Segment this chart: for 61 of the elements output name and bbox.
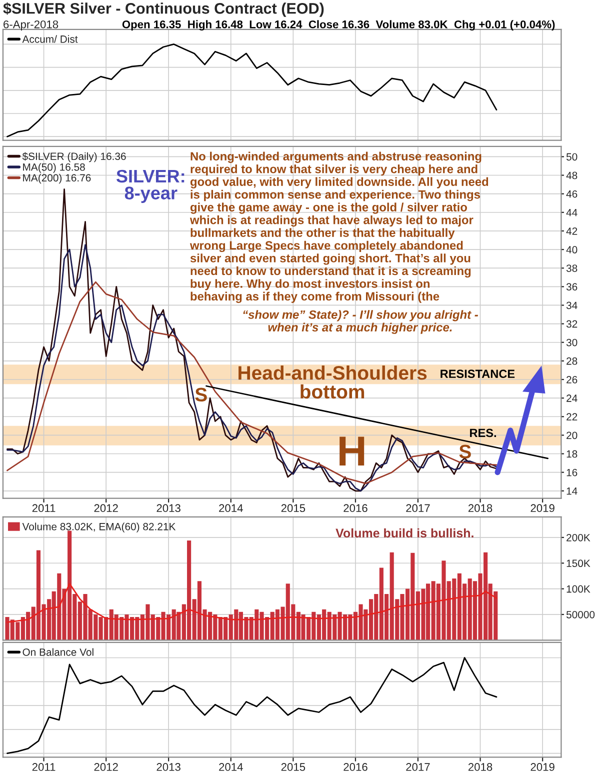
annotation: RESISTANCE bbox=[440, 370, 515, 378]
y-tick-label: 100K bbox=[566, 585, 590, 593]
annotation: Head-and-Shoulders bottom bbox=[238, 365, 427, 399]
chart-title: $SILVER Silver - Continuous Contract (EOD) bbox=[3, 2, 324, 17]
x-tick-label: 2016 bbox=[344, 763, 368, 771]
chart-subtitle: 6-Apr-2018 bbox=[4, 20, 58, 31]
annotation: RES. bbox=[470, 428, 496, 438]
x-tick-label: 2011 bbox=[32, 504, 56, 512]
y-tick-label: 20 bbox=[566, 432, 578, 440]
y-tick-label: 36 bbox=[566, 283, 578, 291]
x-tick-label: 2011 bbox=[32, 763, 56, 771]
y-tick-label: 28 bbox=[566, 357, 578, 365]
y-tick-label: 30 bbox=[566, 338, 578, 346]
x-tick-label: 2019 bbox=[530, 504, 554, 512]
line-series bbox=[6, 582, 498, 623]
legend-label: Accum/ Dist bbox=[22, 35, 78, 43]
x-tick-label: 2017 bbox=[406, 763, 430, 771]
x-tick-label: 2014 bbox=[219, 504, 243, 512]
legend-label: $SILVER (Daily) 16.36 bbox=[22, 152, 126, 162]
y-tick-label: 48 bbox=[566, 172, 578, 180]
y-tick-label: 150K bbox=[566, 560, 590, 568]
x-tick-label: 2014 bbox=[219, 763, 243, 771]
annotation: S bbox=[459, 444, 471, 459]
y-tick-label: 32 bbox=[566, 320, 578, 328]
y-tick-label: 34 bbox=[566, 302, 578, 310]
annotation: “show me” State)? - I’ll show you alright - when it’s at a much higher price. bbox=[243, 310, 478, 334]
x-tick-label: 2012 bbox=[94, 504, 118, 512]
y-tick-label: 24 bbox=[566, 394, 578, 402]
x-tick-label: 2012 bbox=[94, 763, 118, 771]
y-tick-label: 18 bbox=[566, 450, 578, 458]
y-tick-label: 50000 bbox=[566, 610, 595, 618]
y-tick-label: 22 bbox=[566, 413, 578, 420]
y-tick-label: 40 bbox=[566, 246, 578, 254]
annotation: SILVER: 8-year bbox=[116, 170, 184, 204]
text: Open 16.35 High 16.48 Low 16.24 Close 16.36 Volume 83.0K Chg +0.01 (+0.04%) bbox=[122, 20, 555, 31]
x-tick-label: 2013 bbox=[156, 504, 180, 512]
y-tick-label: 14 bbox=[566, 488, 578, 495]
legend-label: MA(50) 16.58 bbox=[23, 163, 85, 173]
legend-label: Volume 83.02K, EMA(60) 82.21K bbox=[22, 522, 176, 532]
y-tick-label: 50 bbox=[566, 153, 578, 161]
text: No long-winded arguments and abstruse reasoning required to know that silver is very cheap here and good value, with very limited downside. All you need is plain common sense and experience. Two things give the game away - one is the gold / silver ratio which is at readings that have always led to major bullmarkets and the other is that the habitually wrong Large Specs have completely abandoned silver and even started going short. That’s all you need to know to understand that it is a screaming buy here. Why do most investors insist on behaving as if they come from Missouri (the bbox=[190, 152, 488, 303]
legend-label: MA(200) 16.76 bbox=[23, 174, 91, 184]
x-tick-label: 2013 bbox=[156, 763, 180, 771]
annotation: S bbox=[195, 388, 207, 402]
x-tick-label: 2018 bbox=[468, 763, 492, 771]
y-tick-label: 44 bbox=[566, 208, 578, 216]
legend-label: On Balance Vol bbox=[22, 648, 94, 656]
annotation: H bbox=[340, 436, 364, 466]
y-tick-label: 42 bbox=[566, 227, 578, 235]
y-tick-label: 26 bbox=[566, 376, 578, 384]
x-tick-label: 2015 bbox=[281, 504, 306, 512]
y-tick-label: 46 bbox=[566, 190, 578, 198]
x-tick-label: 2016 bbox=[344, 504, 368, 512]
y-tick-label: 38 bbox=[566, 264, 578, 272]
x-tick-label: 2018 bbox=[468, 504, 492, 512]
y-tick-label: 16 bbox=[566, 468, 578, 476]
x-tick-label: 2017 bbox=[406, 504, 430, 512]
annotation: Volume build is bullish. bbox=[336, 528, 474, 538]
y-tick-label: 200K bbox=[566, 534, 590, 542]
x-tick-label: 2019 bbox=[530, 763, 554, 771]
x-tick-label: 2015 bbox=[281, 763, 306, 771]
